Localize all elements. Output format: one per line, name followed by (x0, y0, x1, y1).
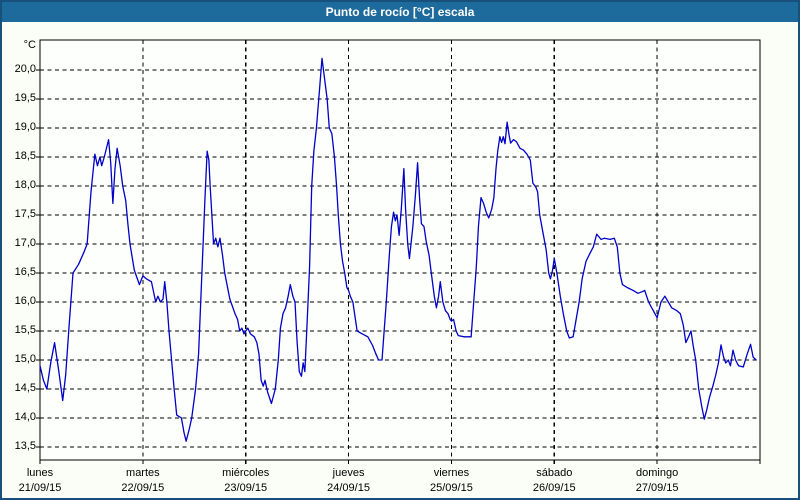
y-tick-label: 14,0 (14, 411, 36, 423)
x-day-label: martes (126, 467, 160, 479)
y-tick-label: 15,5 (14, 324, 36, 336)
x-date-label: 23/09/15 (224, 482, 268, 494)
y-tick-label: 15,0 (14, 353, 36, 365)
y-tick-label: 14,5 (14, 382, 36, 394)
x-date-label: 21/09/15 (18, 482, 62, 494)
x-date-label: 25/09/15 (430, 482, 473, 494)
chart-title: Punto de rocío [°C] escala (325, 5, 475, 19)
y-axis-unit-label: °C (23, 39, 36, 51)
x-day-label: miércoles (222, 467, 270, 479)
x-date-label: 24/09/15 (327, 482, 370, 494)
y-tick-label: 16,0 (14, 295, 36, 307)
x-day-label: domingo (636, 467, 679, 479)
x-day-label: sábado (536, 467, 573, 479)
chart-title-bar: Punto de rocío [°C] escala (2, 2, 798, 22)
y-tick-label: 19,0 (14, 121, 36, 133)
x-date-label: 26/09/15 (532, 482, 576, 494)
x-day-label: jueves (332, 467, 365, 479)
dew-point-series-line (39, 57, 757, 442)
y-tick-label: 17,0 (14, 237, 36, 249)
plot-area (36, 39, 761, 464)
y-tick-label: 18,5 (14, 150, 36, 162)
y-tick-label: 13,5 (14, 440, 36, 452)
y-tick-label: 18,0 (14, 179, 36, 191)
y-tick-label: 17,5 (14, 208, 36, 220)
x-day-label: lunes (26, 467, 54, 479)
x-date-label: 27/09/15 (635, 482, 679, 494)
y-tick-label: 16,5 (14, 266, 36, 278)
x-date-label: 22/09/15 (121, 482, 165, 494)
y-tick-label: 20,0 (14, 63, 36, 75)
y-tick-label: 19,5 (14, 92, 36, 104)
x-day-label: viernes (433, 467, 470, 479)
plot-border (39, 39, 761, 461)
